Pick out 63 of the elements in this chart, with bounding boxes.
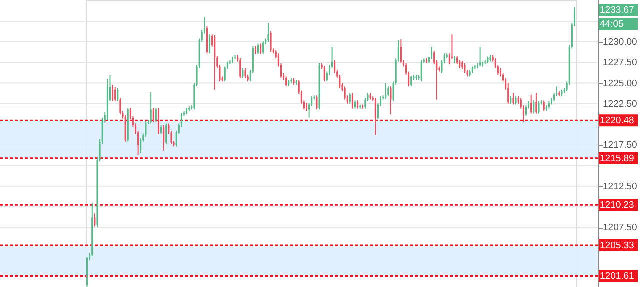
candlestick — [538, 100, 540, 114]
candlestick — [124, 114, 126, 142]
candlestick — [525, 105, 527, 117]
y-tick-label: 1225.00 — [603, 78, 638, 90]
candlestick — [209, 34, 211, 54]
candlestick — [543, 100, 545, 112]
candlestick — [512, 92, 514, 106]
candlestick — [410, 75, 412, 88]
candlestick — [530, 94, 532, 114]
candlestick — [206, 26, 208, 54]
candlestick — [374, 98, 376, 136]
candlestick — [112, 84, 114, 102]
candlestick — [258, 43, 260, 55]
y-tick-label: 1212.50 — [603, 181, 638, 192]
candlestick — [508, 82, 510, 104]
candlestick — [385, 82, 387, 100]
candlestick — [160, 124, 162, 135]
candlestick — [120, 98, 122, 116]
y-tick-label: 1222.50 — [603, 98, 638, 110]
candlestick — [431, 46, 433, 60]
candlestick — [533, 100, 535, 114]
candlestick — [344, 86, 346, 100]
candlestick — [163, 124, 165, 152]
candlestick — [536, 92, 538, 114]
candlestick — [152, 108, 154, 123]
ref-line-label: 1220.48 — [600, 116, 634, 127]
candlestick — [240, 58, 242, 79]
candlestick — [316, 95, 318, 110]
candlestick — [349, 92, 351, 104]
candlestick — [150, 92, 152, 124]
candlestick — [158, 108, 160, 135]
candlestick — [400, 39, 402, 64]
candlestick — [464, 63, 466, 74]
candlestick — [117, 88, 119, 102]
candlestick — [268, 22, 270, 43]
y-tick-label: 1207.50 — [603, 222, 638, 234]
y-tick-label: 1217.50 — [603, 140, 638, 152]
candlestick — [244, 68, 246, 79]
candlestick — [262, 40, 264, 55]
candlestick — [352, 92, 354, 110]
text: 44:05 — [600, 19, 624, 30]
candlestick — [420, 60, 422, 82]
y-tick-label: 1227.50 — [603, 58, 638, 69]
candlestick — [242, 68, 244, 79]
ref-line-label: 1205.33 — [600, 240, 634, 252]
ref-line-label: 1210.23 — [600, 200, 634, 212]
y-tick-label: 1230.00 — [603, 37, 638, 48]
candlestick — [224, 66, 226, 82]
candlestick — [114, 86, 116, 102]
candlestick — [155, 108, 157, 123]
ref-line-label: 1215.89 — [600, 153, 634, 164]
candlestick — [390, 86, 392, 116]
candlestick — [260, 43, 262, 55]
candlestick — [388, 86, 390, 97]
candlestick — [480, 46, 482, 68]
ref-line-label: 1201.61 — [600, 271, 634, 282]
candlestick — [166, 123, 168, 145]
candlestick — [214, 34, 216, 90]
candlestick — [94, 213, 96, 228]
candlestick — [286, 76, 288, 88]
candlestick — [324, 65, 326, 82]
text: 1233.67 — [600, 5, 634, 16]
candlestick — [270, 30, 272, 52]
